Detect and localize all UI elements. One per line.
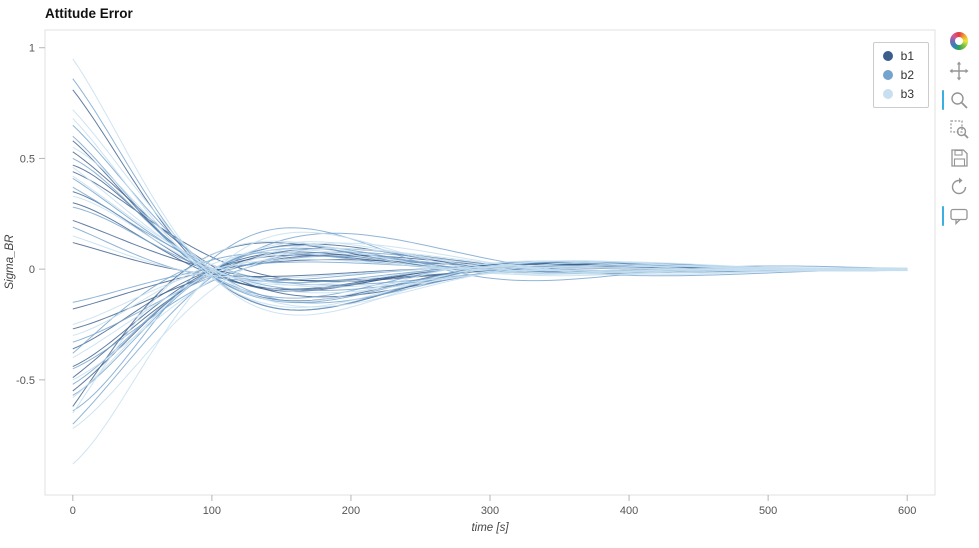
legend-swatch xyxy=(882,51,893,61)
box-zoom-icon xyxy=(948,118,970,140)
reset-icon xyxy=(948,176,970,198)
y-tick-label: 1 xyxy=(29,43,35,55)
trace-b2 xyxy=(72,227,908,412)
wheel-zoom-tool-button[interactable] xyxy=(942,89,970,111)
x-tick-label: 100 xyxy=(203,505,221,517)
y-tick-label: -0.5 xyxy=(16,375,35,387)
pan-icon xyxy=(948,60,970,82)
legend-item-b2[interactable]: b2 xyxy=(882,68,914,82)
x-tick-label: 300 xyxy=(481,505,499,517)
trace-b3 xyxy=(72,247,908,429)
pan-tool-button[interactable] xyxy=(948,60,970,82)
legend-item-b1[interactable]: b1 xyxy=(882,49,914,63)
trace-b3 xyxy=(72,242,908,381)
save-icon xyxy=(948,147,970,169)
x-axis-label: time [s] xyxy=(471,522,509,534)
chart-title: Attitude Error xyxy=(45,6,133,21)
x-tick-label: 500 xyxy=(759,505,777,517)
x-tick-label: 0 xyxy=(70,505,76,517)
box-zoom-tool-button[interactable] xyxy=(948,118,970,140)
trace-b3 xyxy=(72,258,908,325)
legend[interactable]: b1 b2 b3 xyxy=(872,42,929,108)
hover-icon xyxy=(948,205,970,227)
legend-item-b3[interactable]: b3 xyxy=(882,87,914,101)
reset-tool-button[interactable] xyxy=(948,176,970,198)
x-tick-label: 400 xyxy=(620,505,638,517)
x-tick-label: 200 xyxy=(342,505,360,517)
magnifier-icon xyxy=(948,89,970,111)
legend-label: b1 xyxy=(900,49,914,63)
trace-b3 xyxy=(72,249,908,337)
legend-label: b2 xyxy=(900,68,914,82)
y-tick-label: 0 xyxy=(29,264,35,276)
x-tick-label: 600 xyxy=(898,505,916,517)
hover-tool-button[interactable] xyxy=(942,205,970,227)
save-tool-button[interactable] xyxy=(948,147,970,169)
bokeh-toolbar xyxy=(942,32,975,227)
bokeh-logo[interactable] xyxy=(950,32,968,50)
legend-swatch xyxy=(882,70,893,80)
trace-b2 xyxy=(72,124,908,304)
legend-label: b3 xyxy=(900,87,914,101)
y-tick-label: 0.5 xyxy=(20,153,35,165)
legend-swatch xyxy=(882,89,893,99)
trace-b1 xyxy=(72,202,908,290)
